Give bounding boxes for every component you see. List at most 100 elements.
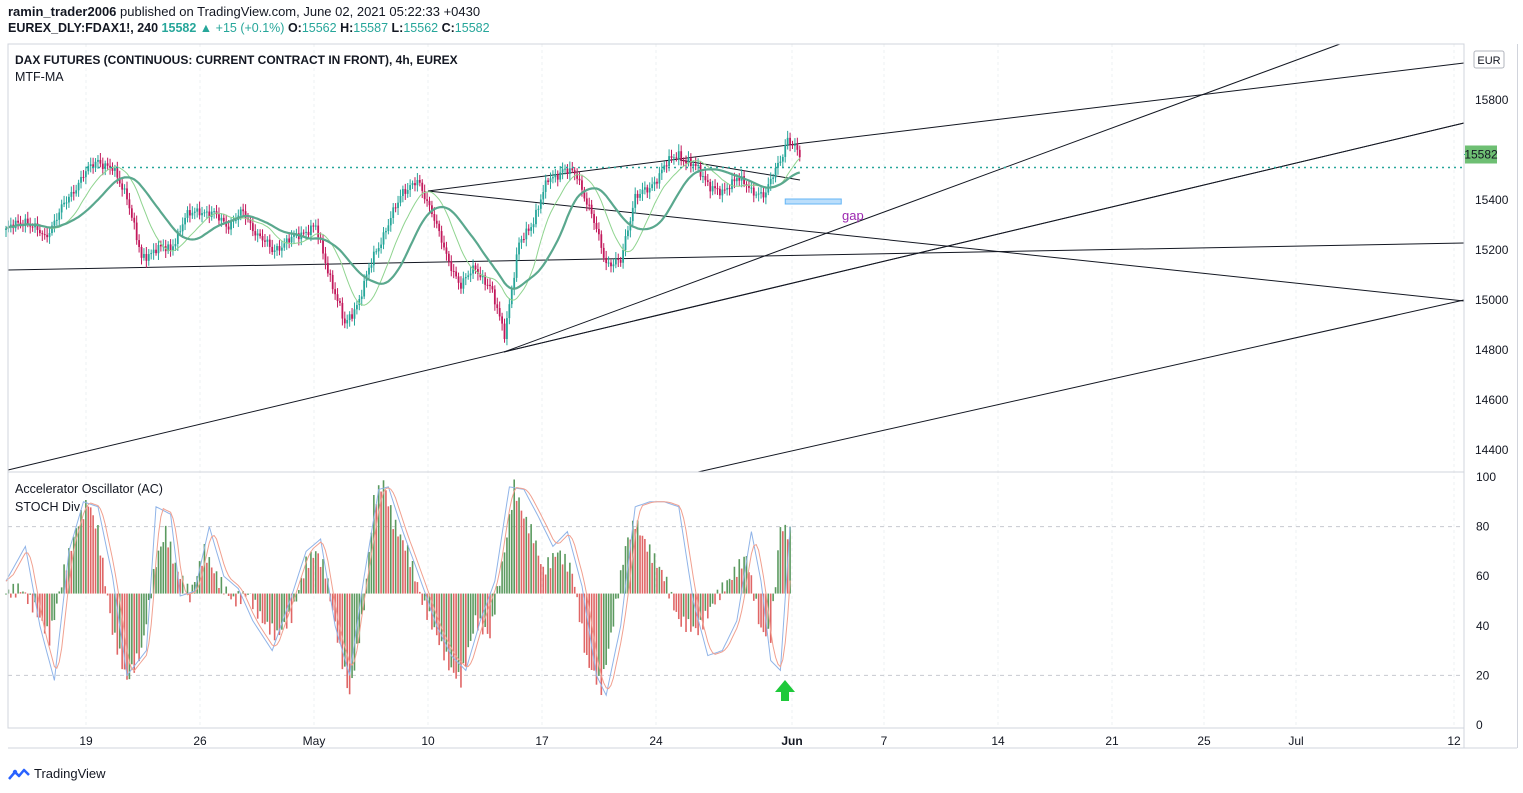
candle-body (63, 202, 65, 205)
candle-body (145, 253, 148, 261)
ac-histogram-bar (346, 593, 349, 689)
candle-body (656, 181, 658, 184)
candle-body (302, 232, 305, 234)
ac-histogram-bar (157, 550, 160, 594)
ac-histogram-bar (561, 564, 564, 594)
ac-indicator-label[interactable]: Accelerator Oscillator (AC) (15, 482, 163, 496)
ac-histogram-bar (5, 593, 7, 595)
candle-body (590, 204, 593, 214)
candle-body (481, 275, 484, 278)
ac-histogram-bar (290, 593, 293, 624)
ac-histogram-bar (295, 593, 298, 602)
candle-body (665, 165, 668, 167)
ac-histogram-bar (218, 587, 220, 594)
ac-histogram-bar (276, 593, 278, 631)
trend-line (803, 62, 1465, 144)
ac-histogram-bar (404, 550, 407, 594)
candle-body (239, 209, 242, 216)
ac-histogram-bar (82, 519, 85, 594)
candle-body (227, 226, 230, 230)
ac-histogram-bar (167, 547, 169, 594)
stoch-indicator-label[interactable]: STOCH Div (15, 500, 81, 514)
ac-histogram-bar (244, 593, 247, 597)
candle-body (205, 211, 208, 213)
candle-body (493, 289, 496, 305)
candle-body (508, 304, 511, 319)
candle-body (268, 239, 271, 247)
trend-lines[interactable] (7, 43, 1465, 473)
ac-histogram-bar (331, 593, 334, 611)
ac-histogram-bar (581, 593, 583, 624)
ac-histogram-bar (670, 591, 673, 594)
candle-body (786, 137, 789, 145)
candle-body (593, 213, 595, 223)
ac-histogram-bar (491, 593, 494, 617)
candle-body (484, 275, 487, 285)
ac-histogram-bar (668, 593, 670, 599)
ac-histogram-bar (189, 593, 191, 603)
publish-date: published on TradingView.com, June 02, 2… (120, 4, 481, 19)
candle-body (97, 159, 99, 162)
ac-histogram-bar (576, 593, 578, 598)
ac-histogram-bar (143, 593, 145, 636)
candle-body (385, 231, 387, 233)
ac-histogram-bar (644, 538, 646, 594)
candle-body (520, 239, 523, 243)
candle-body (663, 165, 666, 170)
candle-body (346, 320, 349, 324)
ac-histogram-bar (14, 593, 17, 598)
x-tick-label: 17 (535, 734, 549, 748)
candle-body (702, 176, 704, 178)
ac-histogram-bar (719, 593, 721, 601)
ac-histogram-bar (445, 593, 448, 652)
ac-histogram-bar (602, 593, 605, 670)
candle-body (561, 169, 564, 173)
trend-line (679, 159, 801, 181)
trend-line (697, 299, 1465, 473)
candle-body (343, 318, 346, 324)
ac-histogram-bar (106, 593, 109, 596)
ac-histogram-bar (348, 593, 351, 695)
ac-histogram-bar (680, 593, 682, 627)
ac-histogram-bar (774, 587, 777, 594)
candle-body (351, 314, 353, 319)
ac-histogram-bar (377, 485, 380, 594)
ac-histogram-bar (518, 497, 520, 594)
ac-histogram-bar (63, 564, 65, 594)
ac-histogram-bar (450, 593, 453, 668)
ac-histogram-bar (750, 575, 753, 594)
ac-histogram-bar (36, 593, 39, 618)
ac-histogram-bar (220, 577, 223, 594)
ac-histogram-bar (455, 593, 457, 679)
main-indicator-label[interactable]: MTF-MA (15, 70, 64, 84)
y-tick-label: 14600 (1475, 393, 1509, 407)
ac-histogram-bar (104, 586, 107, 594)
ac-histogram-bar (135, 593, 138, 654)
ac-histogram-bar (663, 581, 666, 594)
candle-body (249, 219, 252, 224)
candle-body (602, 247, 605, 258)
ac-histogram-bar (704, 593, 707, 611)
ac-histogram-bar (639, 535, 641, 594)
candle-body (244, 211, 247, 219)
candle-body (796, 144, 799, 150)
ac-histogram-bar (302, 578, 305, 594)
candle-body (213, 211, 216, 213)
candle-body (660, 169, 663, 174)
footer-brand[interactable]: TradingView (8, 766, 106, 781)
ac-histogram-bar (360, 593, 363, 615)
ac-histogram-bar (179, 578, 182, 594)
candle-body (14, 220, 17, 229)
candle-body (627, 230, 629, 237)
low-value: 15562 (403, 21, 439, 35)
ac-histogram-bar (760, 593, 762, 628)
ac-histogram-bar (121, 593, 123, 670)
ac-histogram-bar (506, 537, 508, 594)
ac-histogram-bar (314, 551, 317, 594)
candle-body (566, 168, 569, 174)
author-name[interactable]: ramin_trader2006 (8, 4, 117, 19)
candle-body (326, 262, 329, 274)
candle-body (36, 223, 39, 230)
osc-y-tick-label: 80 (1476, 520, 1490, 534)
ac-histogram-bar (414, 581, 416, 594)
